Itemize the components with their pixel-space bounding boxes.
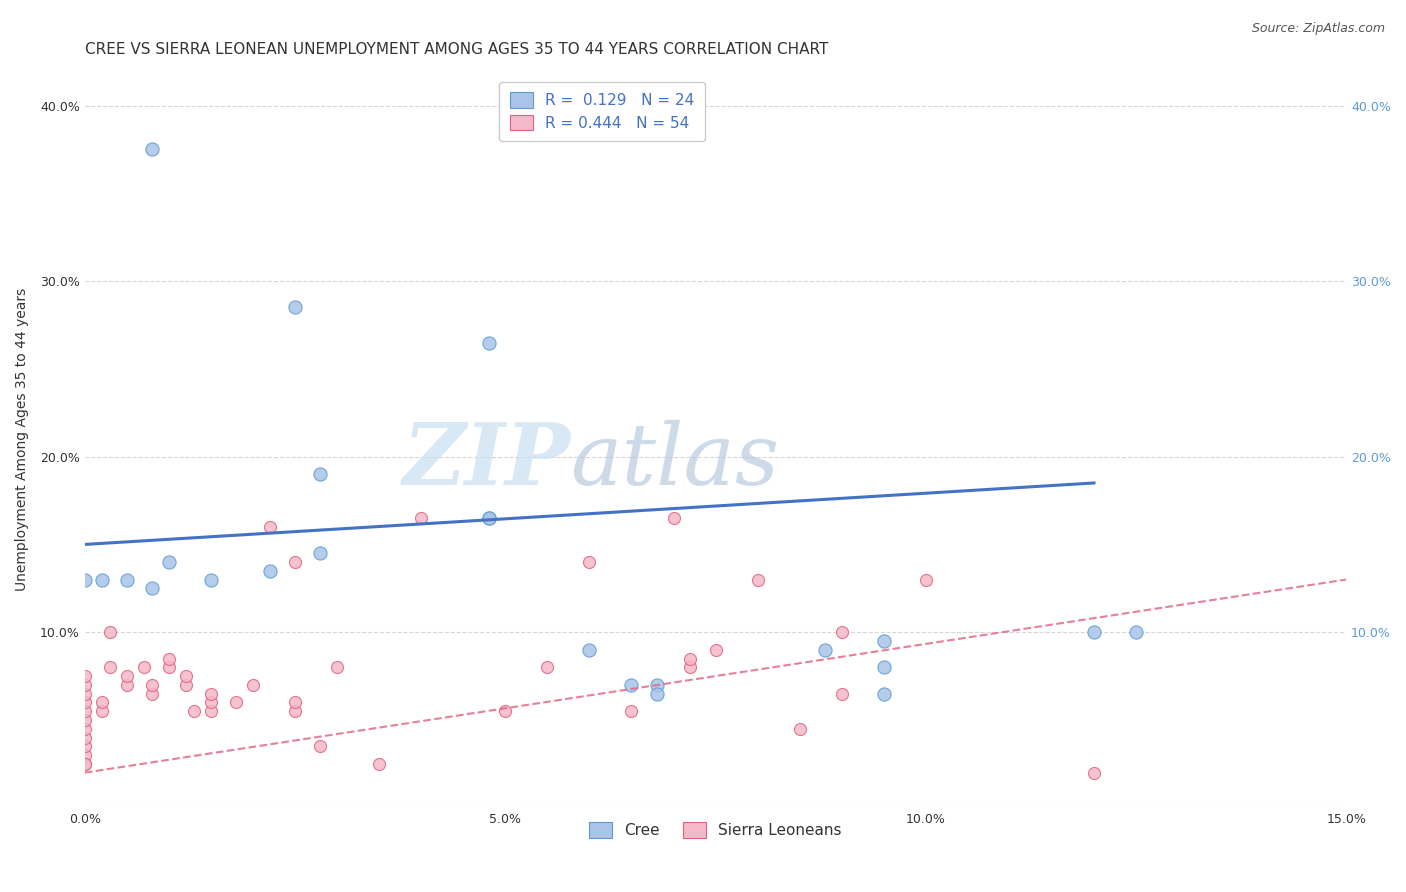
- Legend: Cree, Sierra Leoneans: Cree, Sierra Leoneans: [583, 816, 848, 845]
- Point: [309, 467, 332, 482]
- Point: [914, 573, 936, 587]
- Point: [284, 695, 307, 709]
- Point: [73, 756, 96, 771]
- Point: [259, 520, 281, 534]
- Point: [174, 678, 197, 692]
- Point: [73, 739, 96, 754]
- Text: ZIP: ZIP: [402, 419, 571, 503]
- Point: [326, 660, 349, 674]
- Point: [90, 704, 112, 718]
- Point: [831, 687, 853, 701]
- Point: [1083, 625, 1105, 640]
- Point: [578, 642, 600, 657]
- Point: [141, 678, 163, 692]
- Y-axis label: Unemployment Among Ages 35 to 44 years: Unemployment Among Ages 35 to 44 years: [15, 287, 30, 591]
- Point: [368, 756, 391, 771]
- Point: [309, 546, 332, 560]
- Point: [73, 669, 96, 683]
- Point: [679, 651, 702, 665]
- Point: [200, 573, 222, 587]
- Point: [141, 143, 163, 157]
- Point: [132, 660, 155, 674]
- Point: [157, 651, 180, 665]
- Point: [873, 634, 896, 648]
- Point: [620, 678, 643, 692]
- Point: [536, 660, 558, 674]
- Point: [98, 660, 121, 674]
- Point: [73, 731, 96, 745]
- Text: CREE VS SIERRA LEONEAN UNEMPLOYMENT AMONG AGES 35 TO 44 YEARS CORRELATION CHART: CREE VS SIERRA LEONEAN UNEMPLOYMENT AMON…: [84, 42, 828, 57]
- Point: [873, 687, 896, 701]
- Point: [73, 695, 96, 709]
- Point: [157, 660, 180, 674]
- Point: [747, 573, 769, 587]
- Point: [73, 678, 96, 692]
- Point: [73, 713, 96, 727]
- Point: [679, 660, 702, 674]
- Point: [411, 511, 433, 525]
- Text: atlas: atlas: [571, 420, 779, 502]
- Point: [73, 722, 96, 736]
- Point: [831, 625, 853, 640]
- Point: [789, 722, 811, 736]
- Point: [157, 555, 180, 569]
- Point: [814, 642, 837, 657]
- Point: [645, 687, 668, 701]
- Point: [645, 678, 668, 692]
- Point: [174, 669, 197, 683]
- Point: [259, 564, 281, 578]
- Point: [873, 660, 896, 674]
- Point: [284, 704, 307, 718]
- Point: [477, 511, 499, 525]
- Text: Source: ZipAtlas.com: Source: ZipAtlas.com: [1251, 22, 1385, 36]
- Point: [183, 704, 205, 718]
- Point: [98, 625, 121, 640]
- Point: [620, 704, 643, 718]
- Point: [90, 573, 112, 587]
- Point: [115, 573, 138, 587]
- Point: [73, 573, 96, 587]
- Point: [242, 678, 264, 692]
- Point: [477, 335, 499, 350]
- Point: [225, 695, 247, 709]
- Point: [477, 511, 499, 525]
- Point: [284, 555, 307, 569]
- Point: [494, 704, 516, 718]
- Point: [662, 511, 685, 525]
- Point: [73, 756, 96, 771]
- Point: [200, 695, 222, 709]
- Point: [309, 739, 332, 754]
- Point: [73, 687, 96, 701]
- Point: [141, 687, 163, 701]
- Point: [141, 582, 163, 596]
- Point: [73, 704, 96, 718]
- Point: [115, 678, 138, 692]
- Point: [115, 669, 138, 683]
- Point: [578, 555, 600, 569]
- Point: [90, 695, 112, 709]
- Point: [284, 301, 307, 315]
- Point: [200, 704, 222, 718]
- Point: [200, 687, 222, 701]
- Point: [1083, 765, 1105, 780]
- Point: [73, 748, 96, 763]
- Point: [704, 642, 727, 657]
- Point: [1125, 625, 1147, 640]
